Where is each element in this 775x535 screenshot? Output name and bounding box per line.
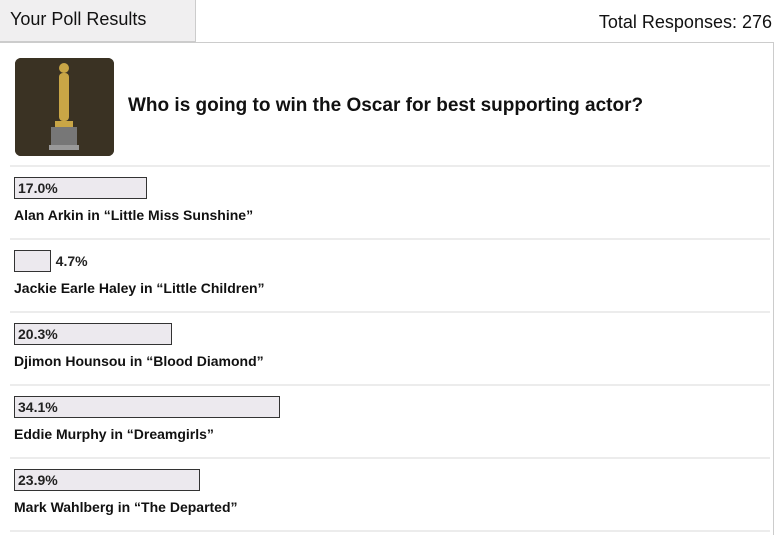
percent-label: 4.7% [55,253,88,269]
separator [10,384,770,386]
question: Who is going to win the Oscar for best s… [128,95,644,116]
result-bar [14,469,201,491]
oscar-image [15,58,114,156]
option-label: Jackie Earle Haley in “Little Children” [14,280,265,296]
result-bar [14,177,147,199]
oscar-statue [15,58,114,156]
separator [10,311,770,313]
percent-label: 17.0% [18,180,58,196]
separator [10,530,770,532]
total-responses: Total Responses: 276 [598,12,772,32]
option-label: Djimon Hounsou in “Blood Diamond” [14,353,264,369]
tab[interactable]: Your Poll Results [0,0,196,42]
option-label: Alan Arkin in “Little Miss Sunshine” [14,207,254,223]
separator [10,165,770,167]
percent-label: 34.1% [18,399,58,415]
percent-label: 20.3% [18,326,58,342]
option-label: Mark Wahlberg in “The Departed” [14,499,238,515]
poll-box [0,42,774,535]
result-bar [14,323,173,345]
option-label: Eddie Murphy in “Dreamgirls” [14,426,214,442]
percent-label: 23.9% [18,472,58,488]
separator [10,457,770,459]
result-bar [14,396,280,418]
separator [10,238,770,240]
result-bar [14,250,51,272]
